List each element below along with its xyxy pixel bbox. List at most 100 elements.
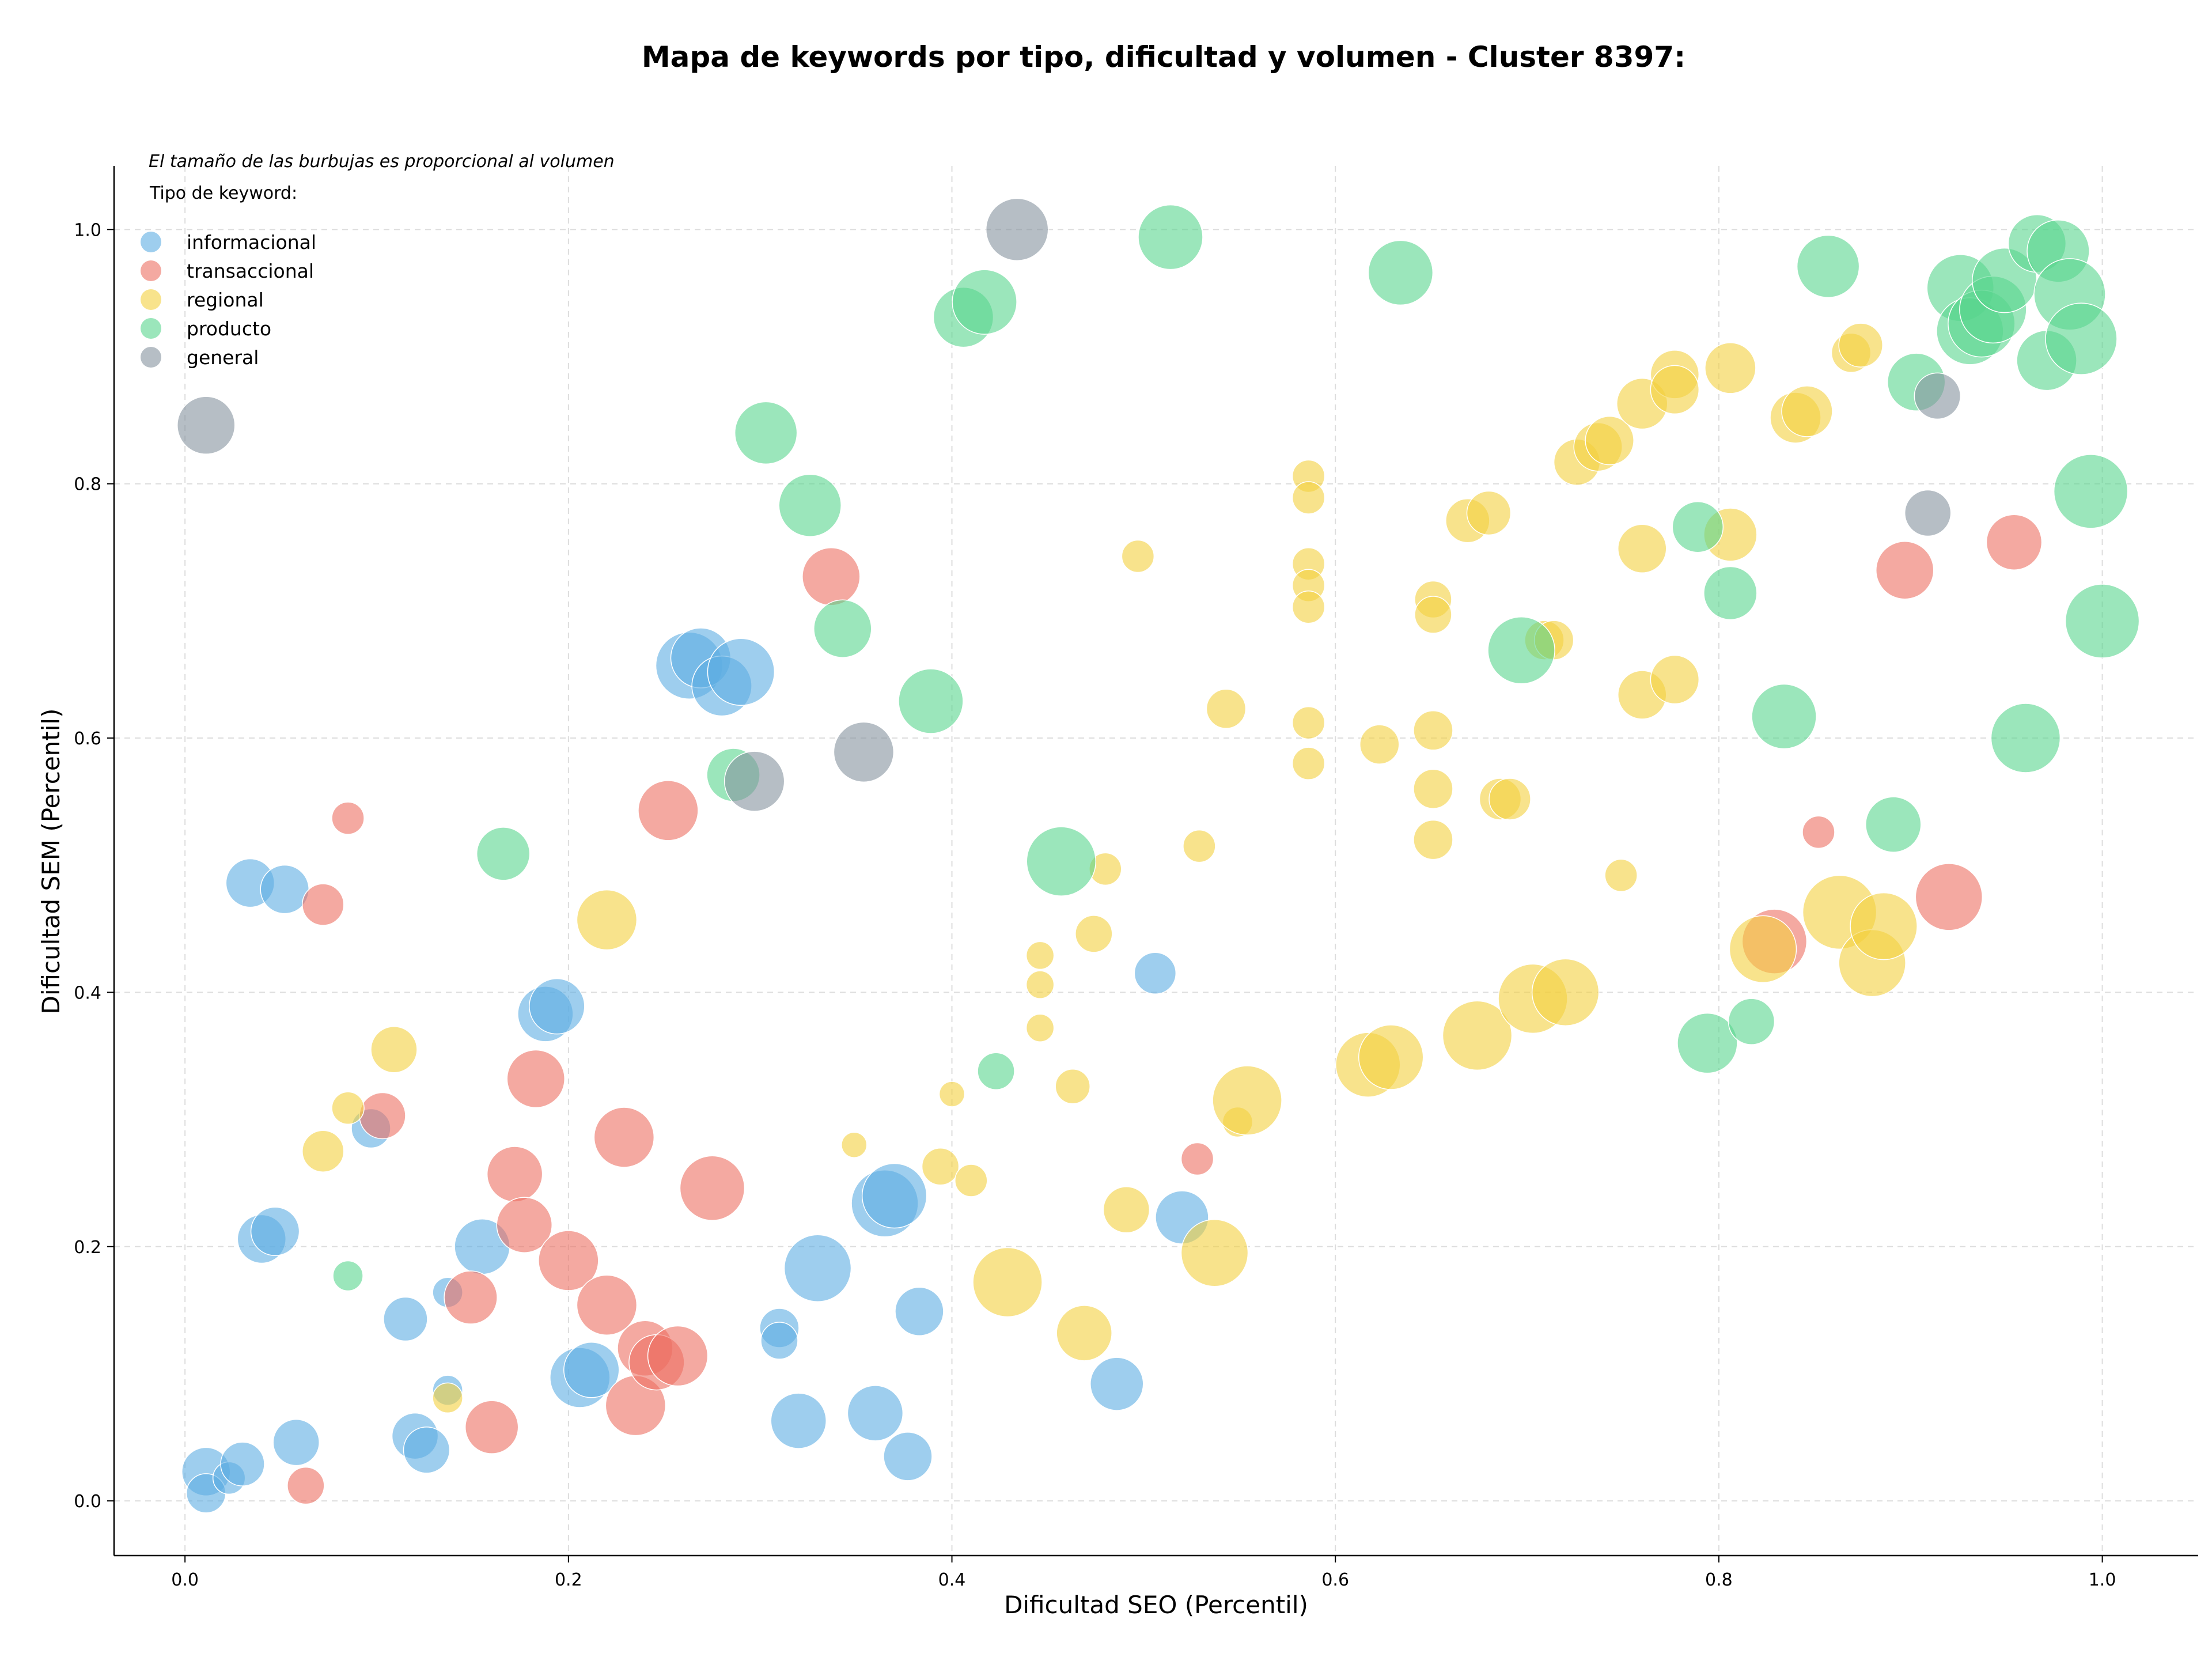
bubble-transaccional [287,1466,325,1505]
bubble-regional [955,1164,988,1197]
bubble-regional [921,1147,960,1186]
bubble-regional [432,1382,463,1414]
bubble-transaccional [486,1146,543,1202]
bubble-producto [898,668,964,734]
series-regional [302,323,1918,1414]
bubble-transaccional [444,1270,498,1325]
bubble-transaccional [593,1107,655,1168]
bubble-regional [1056,1305,1112,1361]
bubble-transaccional [302,883,344,926]
bubble-informacional [760,1322,798,1360]
bubble-regional [1705,342,1756,394]
bubble-regional [576,889,638,951]
bubble-producto [1672,501,1724,553]
bubble-regional [1650,654,1700,705]
bubble-transaccional [679,1155,745,1221]
bubble-transaccional [506,1049,566,1108]
bubble-size-note: El tamaño de las burbujas es proporciona… [149,152,615,172]
legend-items: informacional transaccional regional produc… [141,231,316,369]
bubble-regional [972,1247,1043,1318]
legend-marker-regional [141,289,161,310]
bubble-transaccional [1876,541,1934,600]
bubble-transaccional [647,1325,709,1387]
bubble-informacional [272,1418,320,1466]
x-tick-label: 0.8 [1705,1570,1733,1590]
bubble-regional [1585,415,1634,466]
x-tick-label: 1.0 [2089,1570,2116,1590]
bubble-general [177,396,236,455]
bubble-informacional [563,1342,620,1398]
bubble-producto [813,599,872,659]
bubble-informacional [250,1206,300,1257]
bubble-producto [977,1052,1015,1090]
bubble-producto [1796,234,1860,298]
bubble-regional [1413,819,1453,860]
bubble-regional [841,1132,868,1158]
bubble-transaccional [576,1274,638,1336]
bubble-producto [476,827,531,881]
bubble-general [985,198,1049,262]
bubble-regional [1075,915,1113,953]
legend-label-regional: regional [187,289,264,311]
bubble-regional [1781,385,1833,437]
bubble-transaccional [1986,514,2043,570]
bubble-informacional [895,1287,944,1337]
x-tick-label: 0.6 [1321,1570,1349,1590]
bubble-informacional [783,1234,852,1303]
bubble-regional [302,1130,344,1172]
bubble-transaccional [359,1092,406,1140]
legend-label-producto: producto [187,317,271,340]
bubble-producto [734,401,798,465]
bubble-general [833,721,895,783]
y-tick-label: 0.2 [74,1238,101,1258]
bubble-producto [1368,240,1434,306]
y-tick-label: 0.8 [74,475,101,495]
bubble-regional [1183,829,1216,863]
bubble-regional [1206,688,1247,729]
bubble-regional [331,1091,365,1125]
bubble-informacional [883,1432,933,1481]
bubble-regional [938,1081,965,1107]
x-tick-label: 0.2 [555,1570,582,1590]
legend-label-informacional: informacional [187,231,316,253]
bubble-regional [1850,892,1918,960]
x-tick-label: 0.4 [938,1570,966,1590]
series-transaccional [287,514,2043,1505]
bubble-regional [1025,1013,1055,1042]
bubble-transaccional [1915,863,1983,931]
bubble-producto [2065,584,2140,659]
y-tick-label: 0.0 [74,1492,101,1512]
bubble-producto [1487,616,1555,684]
bubble-regional [1618,524,1667,573]
bubble-producto [1751,683,1817,750]
bubble-regional [1531,958,1600,1027]
bubble-informacional [260,864,309,914]
bubble-producto [1026,826,1096,896]
bubble-regional [1291,706,1325,740]
bubble-producto [1138,204,1203,270]
bubble-informacional [1134,952,1177,995]
bubble-regional [1359,724,1400,765]
bubble-transaccional [464,1400,519,1454]
legend-label-transaccional: transaccional [187,260,314,282]
bubble-transaccional [1180,1142,1214,1176]
legend-title: Tipo de keyword: [149,183,297,203]
legend-label-general: general [187,346,259,369]
bubble-regional [1466,490,1512,536]
bubble-producto [1677,1012,1738,1074]
bubble-regional [1604,858,1638,892]
bubble-regional [1291,747,1325,780]
bubble-regional [1650,365,1700,415]
bubble-general [1904,489,1952,537]
legend-marker-producto [141,318,161,339]
bubble-regional [370,1026,418,1073]
bubble-informacional [847,1385,904,1441]
series-producto [332,204,2140,1292]
y-axis-label: Dificultad SEM (Percentil) [37,709,65,1015]
bubble-regional [1055,1068,1090,1104]
bubble-producto [2053,454,2128,529]
y-tick-label: 1.0 [74,220,101,240]
bubble-regional [1121,539,1155,573]
grid-lines [114,166,2198,1556]
